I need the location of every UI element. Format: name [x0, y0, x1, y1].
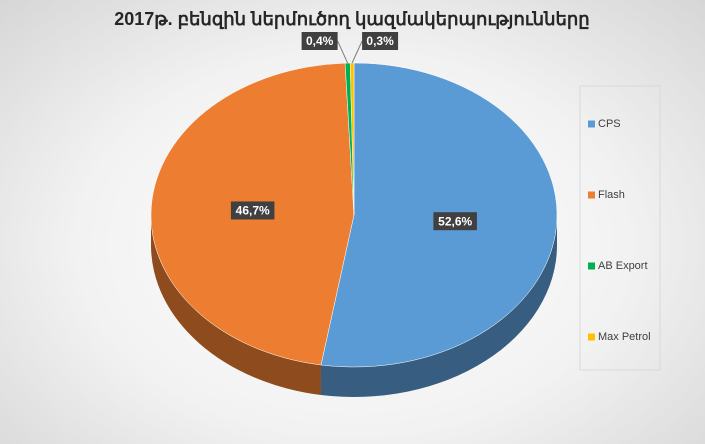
legend-marker [588, 333, 595, 341]
leader-line [351, 40, 363, 64]
label-box [301, 32, 338, 50]
legend-label: AB Export [598, 260, 648, 272]
label-box [362, 32, 399, 50]
legend-label: Max Petrol [598, 331, 651, 343]
legend-box [579, 85, 661, 371]
legend-label: CPS [598, 118, 621, 130]
legend-label: Flash [598, 189, 625, 201]
legend-marker [588, 191, 595, 199]
data-label: 52,6% [438, 214, 472, 228]
legend-marker [588, 120, 595, 128]
slice-side [320, 215, 557, 397]
leader-line [337, 40, 349, 64]
chart-title: 2017թ. բենզին ներմուծող կազմակերպություն… [114, 9, 589, 30]
label-box [230, 201, 275, 220]
legend-marker [588, 262, 595, 270]
data-label: 46,7% [236, 204, 270, 218]
data-label: 0,4% [306, 34, 334, 48]
label-box [433, 212, 477, 231]
data-label: 0,3% [366, 34, 394, 48]
slice-side [151, 215, 321, 395]
